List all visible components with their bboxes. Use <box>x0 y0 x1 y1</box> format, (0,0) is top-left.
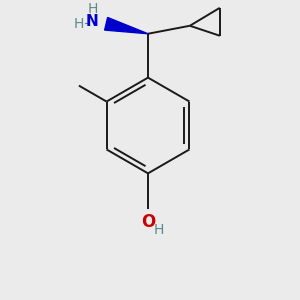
Text: O: O <box>141 213 155 231</box>
Text: N: N <box>86 14 98 29</box>
Polygon shape <box>105 17 148 34</box>
Text: H: H <box>88 2 98 16</box>
Text: H: H <box>154 223 164 237</box>
Text: H: H <box>74 17 84 31</box>
